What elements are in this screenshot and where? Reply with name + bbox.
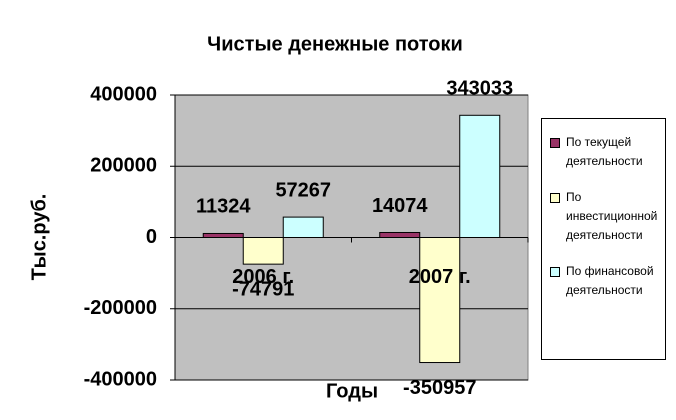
legend-label: По текущей деятельности bbox=[566, 135, 643, 168]
x-tick-label: 2007 г. bbox=[409, 266, 471, 288]
chart-title: Чистые денежные потоки bbox=[207, 33, 463, 55]
bar bbox=[459, 114, 501, 238]
bar bbox=[242, 237, 284, 265]
y-tick-label: 200000 bbox=[90, 155, 157, 177]
y-tick-label: -200000 bbox=[84, 297, 157, 319]
legend-item: По текущей деятельности bbox=[550, 133, 661, 171]
y-tick-label: 0 bbox=[146, 226, 157, 248]
x-axis-label: Годы bbox=[326, 380, 378, 402]
legend-swatch bbox=[550, 193, 560, 203]
bar bbox=[282, 216, 324, 239]
legend-swatch bbox=[550, 267, 560, 277]
x-tick-label: 2006 г. bbox=[232, 266, 294, 288]
bar bbox=[419, 237, 461, 364]
legend-label: По инвестиционной деятельности bbox=[566, 190, 658, 242]
data-label: -350957 bbox=[403, 377, 476, 399]
y-axis-label: Тыс.руб. bbox=[28, 194, 50, 281]
legend-swatch bbox=[550, 138, 560, 148]
data-label: 343033 bbox=[446, 78, 513, 100]
bar bbox=[379, 231, 421, 239]
legend: По текущей деятельности По инвестиционной… bbox=[541, 118, 666, 360]
bar bbox=[202, 232, 244, 238]
y-tick-label: 400000 bbox=[90, 83, 157, 105]
data-label: 14074 bbox=[372, 195, 428, 217]
legend-label: По финансовой деятельности bbox=[566, 264, 654, 297]
legend-item: По инвестиционной деятельности bbox=[550, 188, 661, 245]
y-tick-label: -400000 bbox=[84, 368, 157, 390]
data-label: 57267 bbox=[275, 179, 331, 201]
data-label: -74791 bbox=[232, 278, 294, 300]
legend-item: По финансовой деятельности bbox=[550, 262, 661, 300]
data-label: 11324 bbox=[196, 196, 251, 218]
